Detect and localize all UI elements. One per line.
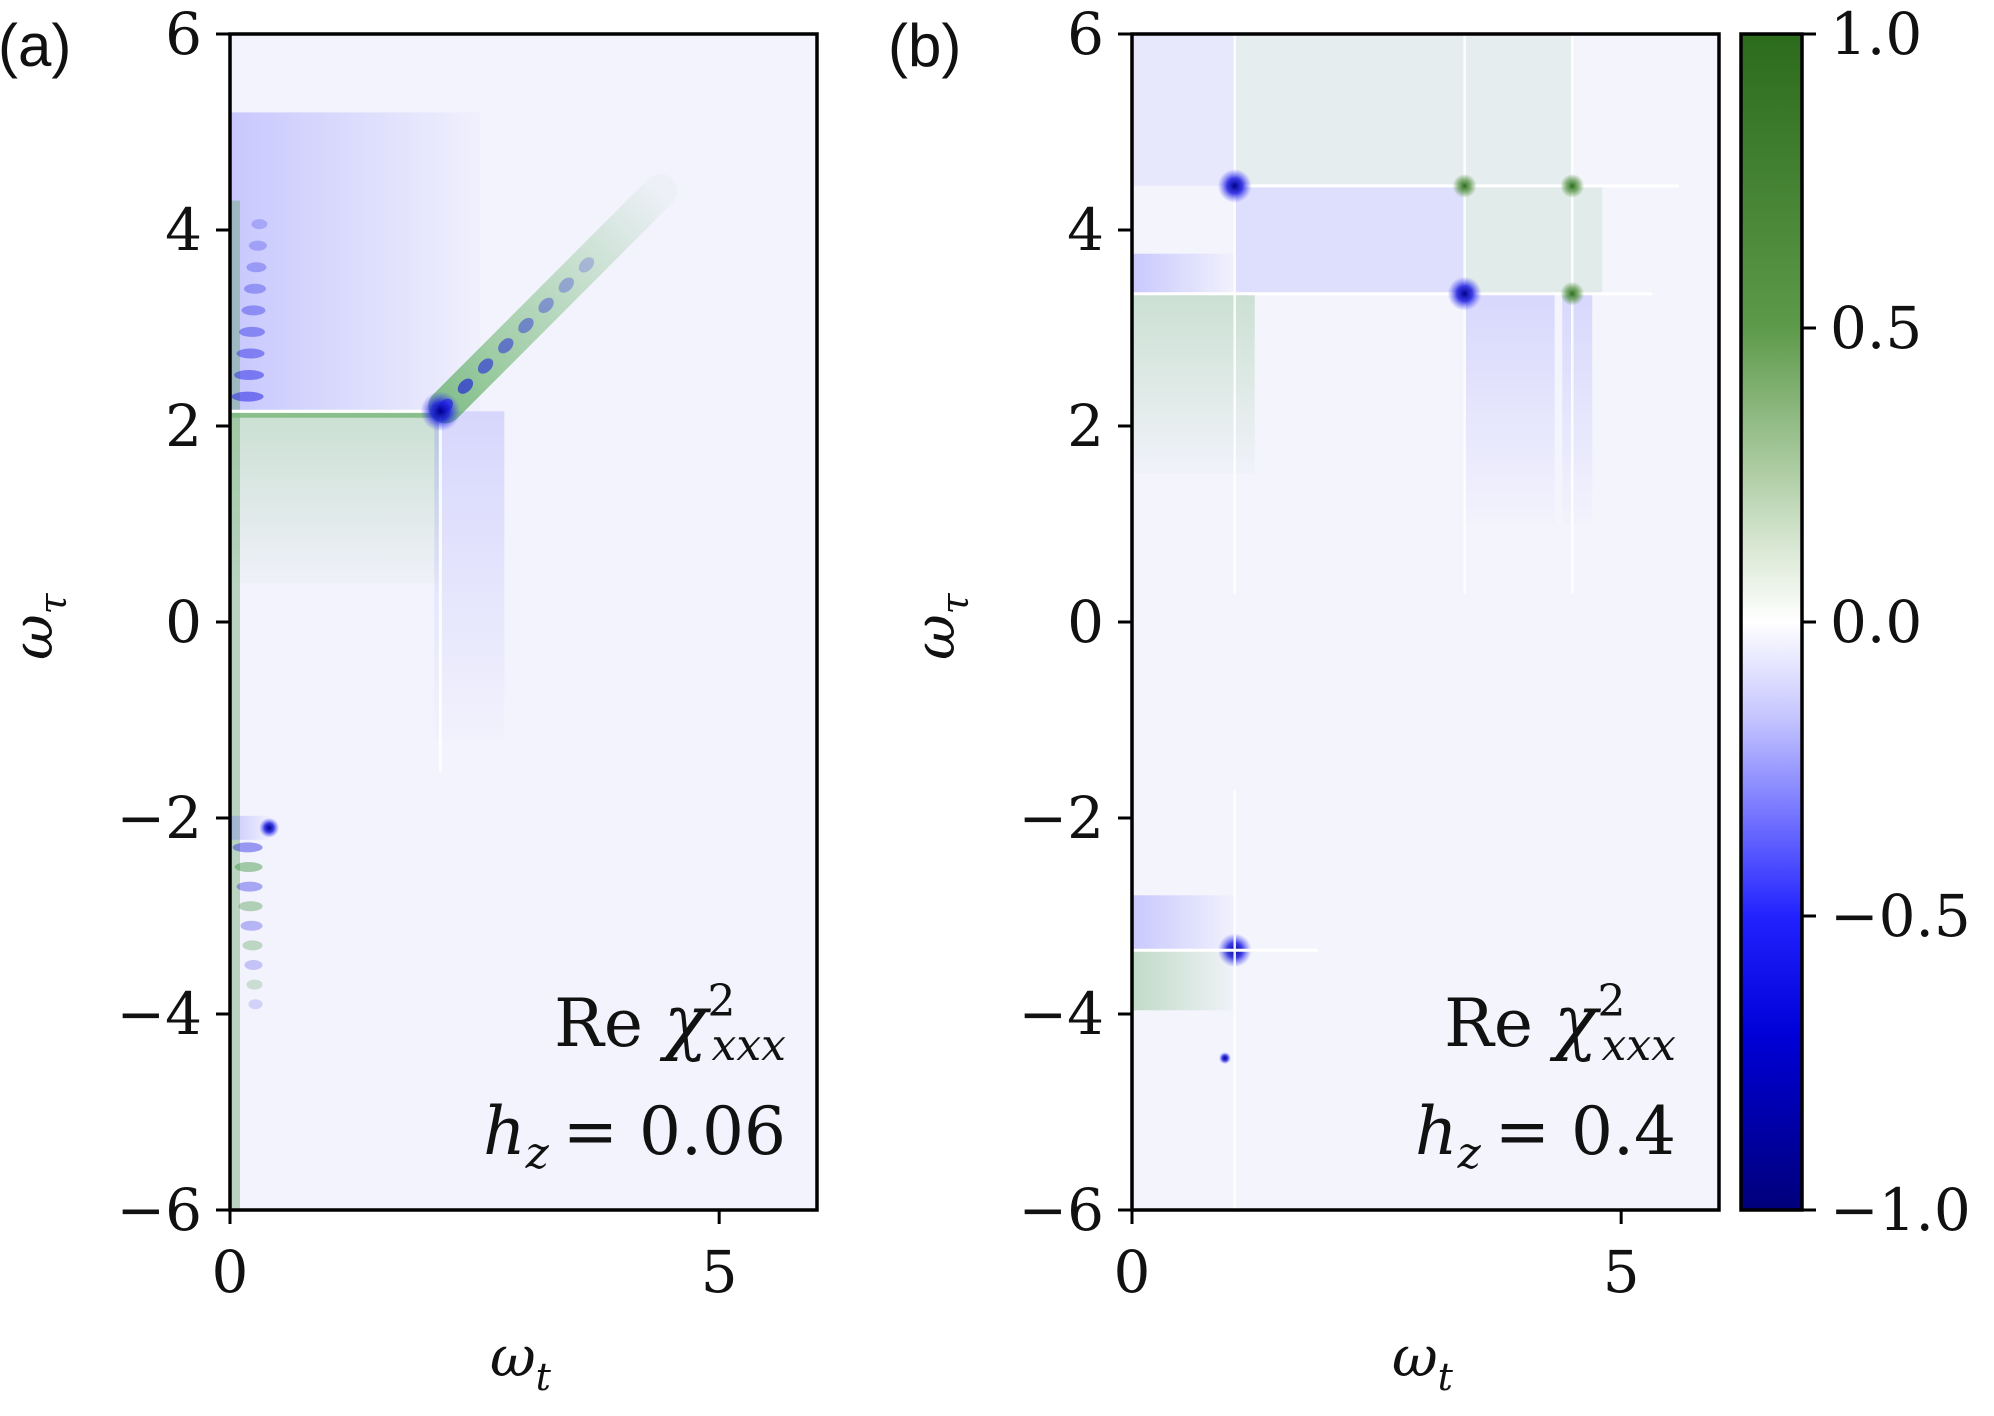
ripple-lower bbox=[236, 881, 263, 892]
x-axis-label-a: ωt bbox=[490, 1325, 552, 1399]
ripple-upper bbox=[251, 219, 268, 230]
colorbar-tick-label: 0.0 bbox=[1830, 588, 1922, 656]
green-block bbox=[1464, 185, 1603, 294]
ripple-lower bbox=[246, 979, 263, 990]
y-tick-label: 6 bbox=[165, 0, 202, 68]
y-tick-label: 2 bbox=[1067, 392, 1104, 460]
diagonal-node bbox=[578, 257, 595, 273]
colorbar-tick-label: 0.5 bbox=[1830, 294, 1922, 362]
ripple-upper bbox=[234, 370, 265, 381]
y-tick-label: −2 bbox=[1019, 784, 1105, 852]
y-tick-label: −4 bbox=[117, 980, 203, 1048]
y-tick-label: 0 bbox=[1067, 588, 1104, 656]
diagonal-node bbox=[538, 297, 554, 313]
ripple-upper bbox=[246, 262, 267, 273]
colorbar-ticks: 1.0 0.5 0.0 −0.5 −1.0 bbox=[1802, 0, 1971, 1244]
vertical-trail bbox=[434, 411, 505, 740]
ripple-lower bbox=[242, 940, 263, 951]
x-tick-label: 0 bbox=[1114, 1238, 1151, 1306]
negative-blue-region bbox=[1132, 895, 1235, 951]
vertical-trail bbox=[1562, 293, 1593, 524]
y-tick-label: 6 bbox=[1067, 0, 1104, 68]
y-tick-label: −6 bbox=[117, 1176, 203, 1244]
vertical-trail bbox=[1464, 293, 1555, 524]
negative-peak bbox=[259, 817, 280, 838]
annotation-field-a: hz = 0.06 bbox=[483, 1093, 786, 1179]
diagonal-node bbox=[498, 338, 514, 354]
plot-area-b bbox=[1132, 34, 1719, 1210]
negative-green-region bbox=[1132, 950, 1235, 1011]
upper-green-region bbox=[1234, 34, 1573, 186]
blue-haze-region bbox=[230, 112, 481, 412]
peak-point bbox=[420, 391, 461, 432]
x-tick-label: 0 bbox=[212, 1238, 249, 1306]
colorbar-tick-label: 1.0 bbox=[1830, 0, 1922, 68]
edge-strip bbox=[230, 200, 240, 1210]
diagonal-node bbox=[518, 317, 534, 334]
annotation-quantity-b: Re χ2 xxx bbox=[1444, 976, 1676, 1071]
y-tick-label: 4 bbox=[165, 196, 202, 264]
peak-point bbox=[1560, 281, 1585, 306]
y-tick-label: 2 bbox=[165, 392, 202, 460]
peak-point bbox=[1217, 168, 1252, 203]
green-haze-region bbox=[230, 413, 441, 584]
blue-band bbox=[1234, 185, 1465, 294]
heatmap-a bbox=[230, 112, 678, 1210]
ripple-upper bbox=[241, 305, 266, 316]
left-blue-band bbox=[1132, 253, 1235, 294]
y-axis-label-a: ωτ bbox=[1, 592, 75, 660]
y-tick-label: −2 bbox=[117, 784, 203, 852]
diagonal-node bbox=[457, 378, 474, 394]
x-tick-label: 5 bbox=[701, 1238, 738, 1306]
heatmap-b bbox=[1132, 34, 1679, 1210]
minor-peak bbox=[1218, 1052, 1231, 1065]
x-axis-label-b: ωt bbox=[1392, 1325, 1454, 1399]
ripple-lower bbox=[232, 842, 263, 853]
ripple-lower bbox=[244, 960, 263, 970]
ripple-lower bbox=[248, 999, 263, 1010]
colorbar: 1.0 0.5 0.0 −0.5 −1.0 bbox=[1739, 0, 1971, 1244]
diagonal-node bbox=[558, 277, 574, 293]
ripple-upper bbox=[243, 283, 266, 294]
annotation-field-b: hz = 0.4 bbox=[1415, 1093, 1676, 1179]
peak-point bbox=[1447, 276, 1482, 311]
peak-point bbox=[1560, 173, 1585, 198]
ripple-upper bbox=[236, 348, 265, 359]
ripple-upper bbox=[231, 391, 264, 402]
panel-label-b: (b) bbox=[888, 12, 961, 79]
ripple-upper bbox=[248, 240, 267, 251]
ripple-lower bbox=[234, 862, 263, 872]
colorbar-gradient bbox=[1739, 32, 1804, 1212]
peak-point bbox=[1452, 173, 1477, 198]
upper-blue-region bbox=[1132, 34, 1235, 186]
y-tick-label: 0 bbox=[165, 588, 202, 656]
y-axis-label-b: ωτ bbox=[903, 592, 977, 660]
diagonal-node bbox=[477, 358, 494, 374]
left-green-band bbox=[1132, 293, 1255, 474]
ripple-lower bbox=[238, 901, 263, 912]
annotation-quantity-a: Re χ2 xxx bbox=[554, 976, 786, 1071]
y-tick-label: −6 bbox=[1019, 1176, 1105, 1244]
y-tick-label: 4 bbox=[1067, 196, 1104, 264]
colorbar-tick-label: −0.5 bbox=[1830, 882, 1971, 950]
ripple-lower bbox=[240, 920, 263, 931]
colorbar-tick-label: −1.0 bbox=[1830, 1176, 1971, 1244]
panel-label-a: (a) bbox=[0, 12, 71, 79]
ripple-upper bbox=[239, 326, 266, 337]
y-tick-label: −4 bbox=[1019, 980, 1105, 1048]
x-tick-label: 5 bbox=[1603, 1238, 1640, 1306]
